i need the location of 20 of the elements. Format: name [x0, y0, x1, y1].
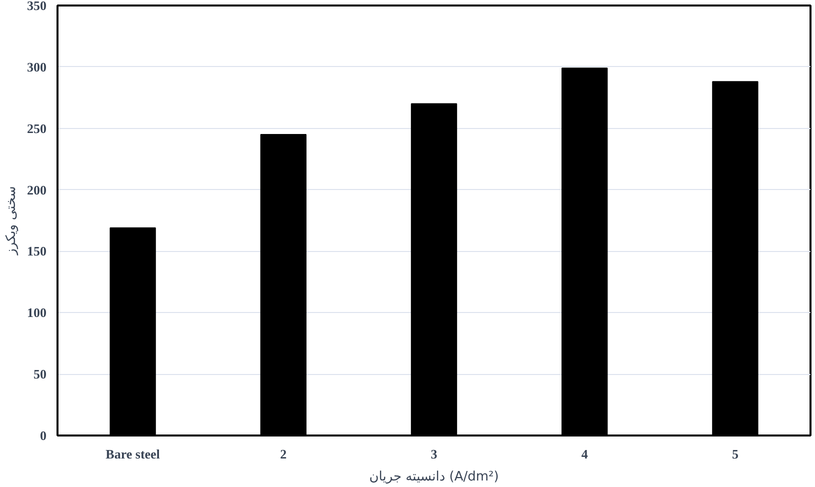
x-tick-label: 2: [280, 446, 287, 462]
x-tick-label: 5: [732, 446, 739, 462]
y-tick-label: 350: [27, 0, 46, 13]
bar: [562, 68, 608, 436]
y-tick-label: 150: [27, 244, 46, 259]
bar: [110, 227, 156, 436]
bar: [712, 81, 758, 436]
x-tick-label: 4: [581, 446, 588, 462]
y-tick-label: 100: [27, 305, 46, 320]
y-tick-label: 0: [40, 428, 46, 443]
bar: [260, 134, 306, 436]
x-tick-label: Bare steel: [106, 446, 160, 462]
x-tick-label: 3: [430, 446, 438, 462]
x-axis-title: دانسیته جریان (A/dm²): [369, 470, 499, 484]
y-tick-label: 250: [27, 120, 46, 136]
y-tick-label: 300: [27, 59, 46, 74]
y-tick-label: 50: [34, 366, 46, 382]
bar: [410, 103, 458, 436]
y-axis-title: سختی ویکرز: [4, 186, 19, 256]
y-tick-label: 200: [27, 182, 46, 198]
